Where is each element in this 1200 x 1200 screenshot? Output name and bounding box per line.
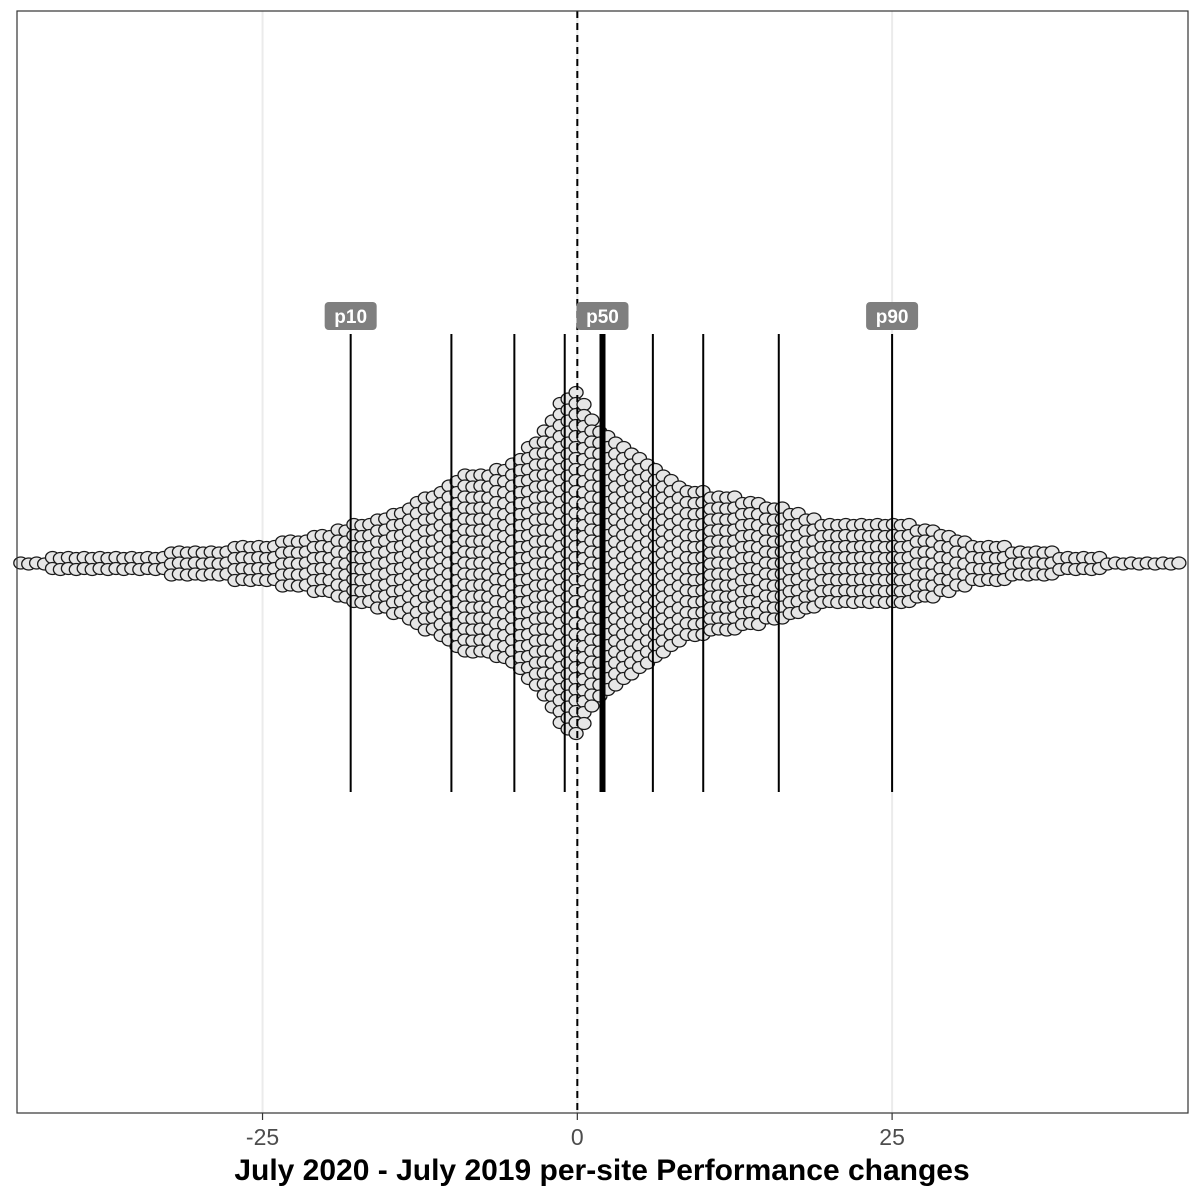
data-point	[568, 726, 584, 741]
percentile-lines	[349, 334, 894, 792]
data-point	[576, 716, 592, 731]
x-tick-label: -25	[246, 1124, 279, 1150]
data-point	[576, 397, 592, 412]
percentile-labels: p10 p50 p90	[324, 302, 919, 330]
percentile-label: p50	[586, 307, 619, 328]
panel-border	[16, 10, 1189, 1114]
x-axis: -25 0 25	[246, 1113, 905, 1150]
percentile-label: p10	[334, 307, 367, 328]
data-point	[568, 385, 584, 400]
percentile-label: p90	[876, 307, 909, 328]
data-point	[584, 699, 600, 713]
x-tick-label: 25	[879, 1124, 905, 1150]
data-point	[584, 413, 600, 427]
x-axis-title: July 2020 - July 2019 per-site Performan…	[234, 1154, 969, 1187]
percentile-label-box	[866, 302, 919, 330]
percentile-label-box	[324, 302, 377, 330]
x-tick-label: 0	[571, 1124, 584, 1150]
percentile-label-box	[576, 302, 629, 330]
data-point	[1171, 556, 1187, 570]
data-points	[13, 385, 1187, 741]
